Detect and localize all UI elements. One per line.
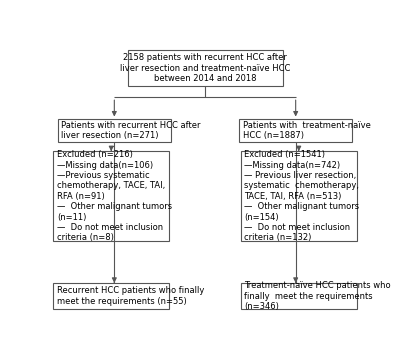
Text: Excluded (n=216)
—Missing data(n=106)
—Previous systematic
chemotherapy, TACE, T: Excluded (n=216) —Missing data(n=106) —P…: [57, 150, 172, 242]
FancyBboxPatch shape: [128, 50, 282, 86]
Text: Recurrent HCC patients who finally
meet the requirements (n=55): Recurrent HCC patients who finally meet …: [57, 287, 204, 306]
FancyBboxPatch shape: [53, 283, 169, 309]
FancyBboxPatch shape: [53, 151, 169, 242]
Text: Treatment-naïve HCC patients who
finally  meet the requirements
(n=346): Treatment-naïve HCC patients who finally…: [244, 281, 391, 311]
FancyBboxPatch shape: [241, 151, 357, 242]
Text: Excluded (n=1541)
—Missing data(n=742)
— Previous liver resection,
systematic  c: Excluded (n=1541) —Missing data(n=742) —…: [244, 150, 360, 242]
Text: Patients with  treatment-naïve
HCC (n=1887): Patients with treatment-naïve HCC (n=188…: [243, 121, 371, 140]
FancyBboxPatch shape: [58, 120, 171, 141]
Text: Patients with recurrent HCC after
liver resection (n=271): Patients with recurrent HCC after liver …: [62, 121, 201, 140]
Text: 2158 patients with recurrent HCC after
liver resection and treatment-naïve HCC
b: 2158 patients with recurrent HCC after l…: [120, 53, 290, 83]
FancyBboxPatch shape: [239, 120, 352, 141]
FancyBboxPatch shape: [241, 283, 357, 309]
